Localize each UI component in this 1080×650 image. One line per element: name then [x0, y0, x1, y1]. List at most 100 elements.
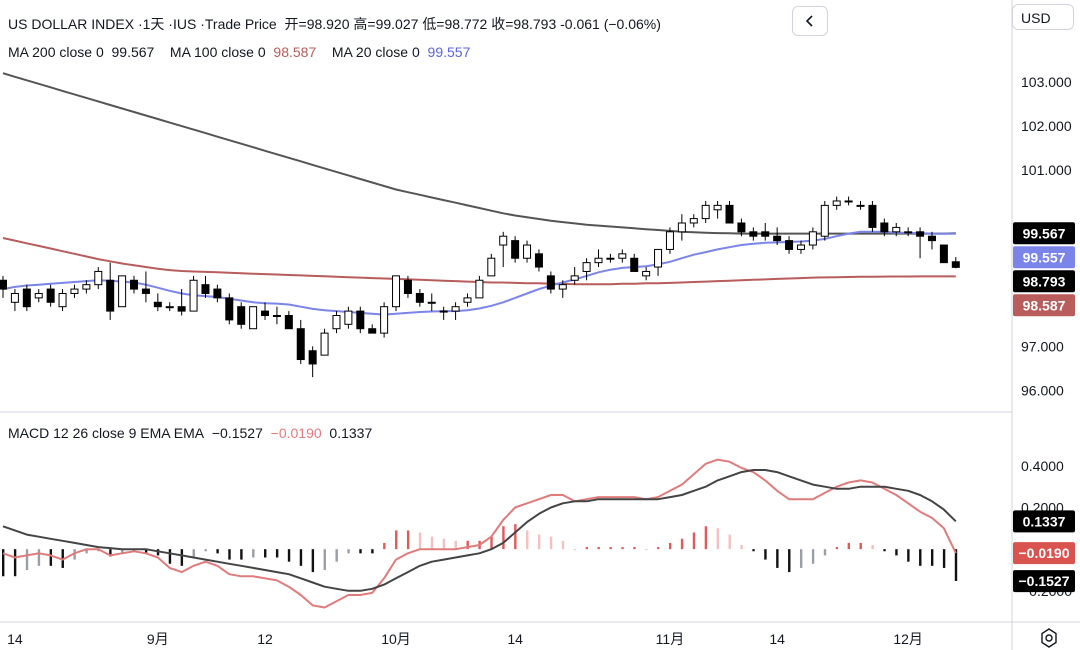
candle-body-up	[118, 275, 127, 308]
macd-histogram-bar	[871, 545, 874, 550]
candle-body-down	[261, 310, 270, 317]
candle	[225, 293, 234, 325]
symbol-header: US DOLLAR INDEX ·1天 ·IUS ·Trade Price 开=…	[8, 14, 661, 34]
collapse-legend-button[interactable]	[792, 6, 828, 36]
symbol-name[interactable]: US DOLLAR INDEX	[8, 16, 135, 32]
macd-histogram-bar	[168, 549, 172, 564]
ma100-value: 98.587	[273, 44, 317, 60]
candle-body-up	[523, 244, 532, 259]
candle	[10, 289, 19, 312]
candle	[165, 302, 174, 312]
candle	[677, 214, 686, 241]
candle-body-down	[785, 240, 794, 250]
macd-histogram-bar	[371, 549, 374, 554]
candle	[332, 311, 341, 334]
candle-body-up	[10, 292, 19, 303]
time-axis-tick: 11月	[656, 631, 685, 647]
badge-label: 99.567	[1023, 225, 1066, 241]
ma20-label[interactable]: MA 20 close 0	[331, 44, 420, 60]
candle	[153, 293, 162, 312]
candle	[832, 196, 841, 210]
macd-study-label[interactable]: MACD 12 26 close 9 EMA EMA	[8, 425, 205, 441]
price-axis-tick: 103.000	[1021, 74, 1072, 90]
macd-histogram-bar	[716, 528, 719, 550]
candle-body-down	[916, 231, 925, 237]
candle	[642, 267, 651, 281]
price-source-label: Trade Price	[204, 16, 277, 32]
candle-body-up	[475, 279, 484, 299]
time-axis-tick: 14	[769, 631, 785, 647]
candle-body-up	[642, 270, 651, 277]
candle-body-down	[749, 231, 758, 237]
macd-histogram-bar	[323, 549, 326, 570]
low-label: 低=	[422, 16, 445, 32]
candle	[82, 280, 91, 294]
macd-histogram-bar	[359, 549, 362, 554]
interval-label[interactable]: 1天	[142, 16, 165, 32]
macd-histogram-bar	[895, 549, 898, 556]
candle	[951, 257, 960, 269]
candle-body-up	[701, 204, 710, 220]
candle	[427, 293, 436, 312]
candle-body-down	[725, 204, 734, 224]
currency-selector[interactable]: USD	[1012, 4, 1074, 30]
candle-body-down	[106, 279, 115, 312]
ma100-label[interactable]: MA 100 close 0	[169, 44, 266, 60]
macd-histogram-bar	[109, 549, 112, 557]
badge-background	[1013, 294, 1075, 317]
candle-body-down	[927, 235, 936, 242]
candle	[0, 275, 7, 298]
candle	[22, 284, 31, 312]
macd-histogram-bar	[395, 530, 398, 550]
candle-body-down	[225, 297, 234, 321]
candle-body-down	[356, 310, 365, 330]
candle-body-up	[820, 204, 829, 237]
macd-histogram-bar	[466, 540, 469, 550]
ma200-label[interactable]: MA 200 close 0	[8, 44, 104, 60]
macd-histogram-bar	[454, 540, 457, 550]
badge-label: 99.557	[1023, 249, 1066, 265]
chevron-left-icon	[805, 15, 813, 27]
settings-gear-icon[interactable]	[1038, 627, 1060, 649]
candle-body-up	[606, 257, 615, 260]
high-value: 99.027	[375, 16, 419, 32]
macd-histogram-bar	[811, 549, 815, 564]
macd-histogram-bar	[561, 540, 565, 550]
candle	[499, 231, 508, 268]
candle	[534, 249, 543, 272]
macd-histogram-bar	[133, 549, 136, 552]
macd-histogram-bar	[311, 549, 315, 573]
candle-body-up	[844, 200, 853, 203]
candle-body-up	[439, 310, 448, 313]
candle	[451, 302, 460, 320]
candle	[189, 275, 198, 312]
ma100-price-badge: 98.587	[1013, 294, 1075, 317]
macd-histogram-bar	[240, 549, 243, 560]
macd-histogram-bar	[680, 538, 684, 550]
close-label: 收=	[491, 16, 514, 32]
macd-histogram-bar	[954, 549, 958, 581]
ma20-value: 99.557	[427, 44, 471, 60]
macd-histogram-bar	[25, 549, 29, 570]
macd-histogram-bar	[549, 536, 553, 550]
macd-histogram-bar	[752, 549, 755, 552]
macd-histogram-bar	[13, 549, 17, 577]
badge-background	[1013, 270, 1075, 293]
macd-line	[2, 458, 957, 609]
candle-body-down	[415, 292, 424, 303]
macd-histogram-bar	[442, 538, 446, 550]
macd-line-legend-value: −0.0190	[270, 425, 322, 441]
open-label: 开=	[284, 16, 307, 32]
macd-histogram-bar	[609, 547, 612, 550]
ma200-value: 99.567	[111, 44, 155, 60]
macd-histogram-bar	[192, 549, 195, 558]
ma200-price-badge: 99.567	[1013, 222, 1075, 245]
macd-signal-legend-value: 0.1337	[329, 425, 373, 441]
candle	[558, 280, 567, 298]
candle-body-down	[761, 231, 770, 237]
candle	[141, 271, 150, 303]
candle	[844, 196, 853, 206]
candle-body-down	[130, 279, 139, 290]
candle-body-up	[249, 306, 258, 330]
